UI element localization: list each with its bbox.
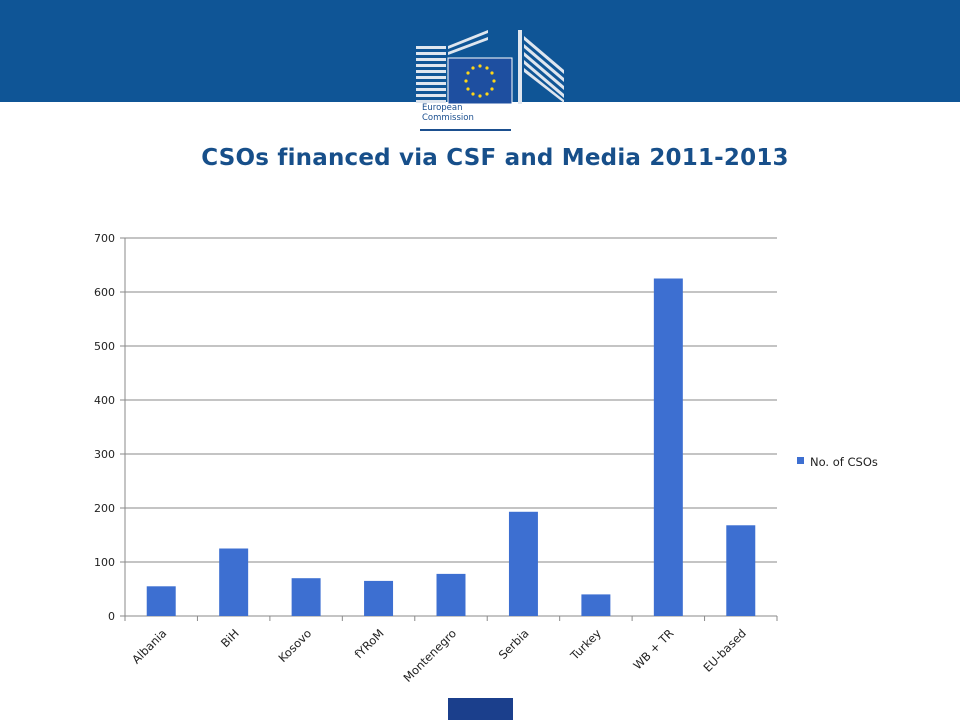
logo-wordmark: European Commission — [422, 103, 522, 123]
bar-fyrom — [364, 580, 394, 616]
x-tick-label: fYRoM — [352, 626, 387, 661]
bar-serbia — [508, 511, 538, 616]
slide-title: CSOs financed via CSF and Media 2011-201… — [201, 145, 789, 171]
bar-albania — [146, 586, 176, 616]
bar-bih — [219, 548, 249, 616]
legend-swatch — [797, 457, 804, 464]
x-tick-label: Serbia — [496, 626, 532, 662]
bar-wb-tr — [653, 278, 683, 616]
bar-montenegro — [436, 573, 466, 616]
legend-label: No. of CSOs — [810, 455, 878, 469]
x-tick-label: Montenegro — [400, 626, 459, 685]
y-tick-label: 0 — [108, 610, 115, 623]
bar-kosovo — [291, 578, 321, 616]
footer-block — [448, 698, 513, 720]
y-tick-label: 100 — [94, 556, 115, 569]
european-commission-logo — [416, 30, 564, 105]
y-tick-label: 500 — [94, 340, 115, 353]
y-tick-label: 200 — [94, 502, 115, 515]
y-tick-label: 400 — [94, 394, 115, 407]
y-tick-label: 700 — [94, 232, 115, 245]
y-tick-label: 600 — [94, 286, 115, 299]
bar-turkey — [581, 594, 611, 616]
x-tick-label: WB + TR — [630, 626, 676, 672]
logo-line-commission: Commission — [422, 113, 474, 123]
logo-line-european: European — [422, 103, 463, 113]
x-tick-label: Albania — [129, 626, 169, 666]
x-tick-label: BiH — [218, 626, 242, 650]
x-tick-label: Turkey — [567, 626, 604, 663]
x-tick-label: Kosovo — [275, 626, 314, 665]
logo-underline — [420, 129, 511, 131]
x-tick-label: EU-based — [700, 626, 748, 674]
bar-eu-based — [726, 525, 756, 616]
y-tick-label: 300 — [94, 448, 115, 461]
